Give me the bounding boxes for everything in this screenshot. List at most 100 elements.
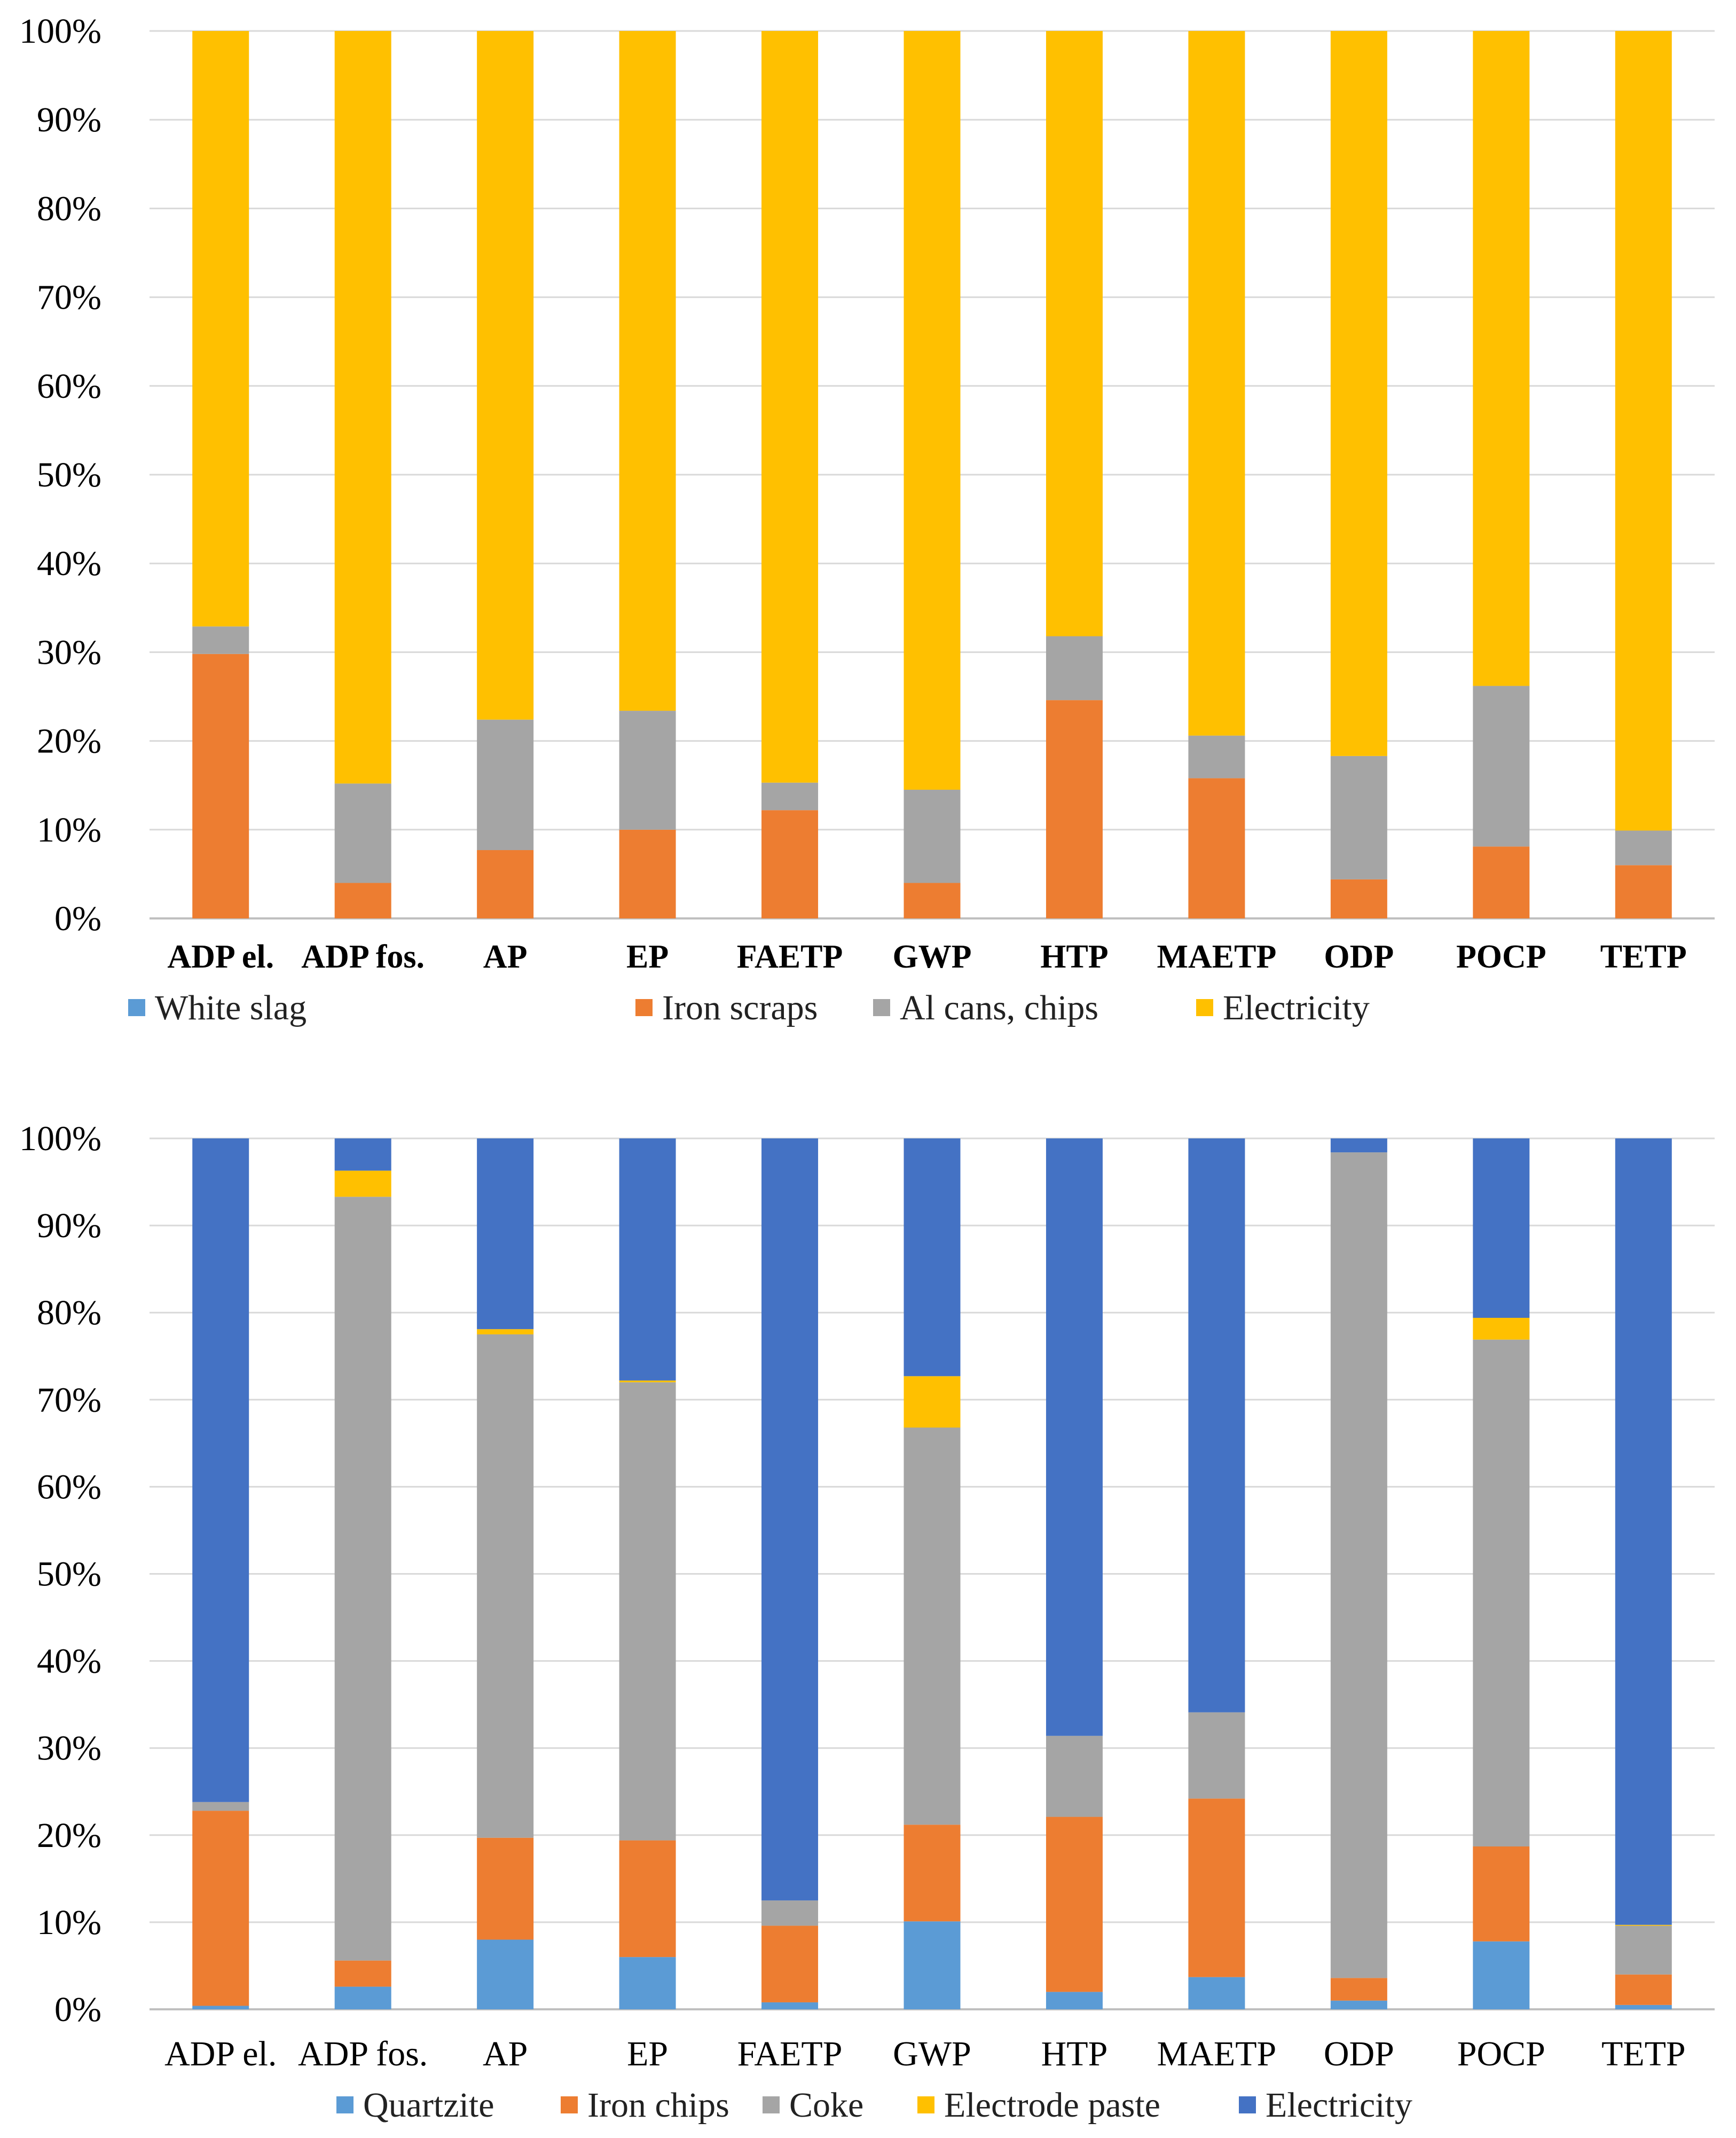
y-tick-label: 0%: [54, 1990, 101, 2029]
legend-swatch: [1239, 2096, 1256, 2113]
x-tick-label: ODP: [1324, 2034, 1394, 2073]
bar-segment-tetp-quartzite: [1615, 2005, 1672, 2009]
legend-label: Iron scraps: [662, 988, 818, 1027]
y-tick-label: 10%: [37, 811, 101, 850]
bar-segment-faetp-quartzite: [761, 2002, 819, 2009]
x-tick-label: GWP: [893, 2034, 971, 2073]
y-tick-label: 80%: [37, 1293, 101, 1332]
bar-segment-adp-fos-iron-scraps: [334, 883, 391, 918]
x-tick-label: ADP fos.: [301, 939, 425, 975]
bar-segment-htp-al-cans-chips: [1046, 636, 1103, 701]
bar-segment-adp-fos-iron-chips: [334, 1960, 391, 1987]
bar-segment-odp-iron-scraps: [1330, 879, 1387, 918]
chart1-legend: White slag Iron scraps Al cans, chips Elect…: [128, 988, 1370, 1027]
legend-swatch: [561, 2096, 578, 2113]
x-tick-label: ODP: [1324, 939, 1394, 975]
bar-segment-odp-electricity: [1330, 1138, 1387, 1153]
bar-segment-ep-electricity: [619, 1138, 676, 1381]
bar-segment-adp-el-electricity: [192, 31, 249, 627]
y-tick-label: 100%: [19, 12, 101, 51]
bar-segment-pocp-quartzite: [1473, 1941, 1530, 2009]
bar-segment-adp-fos-quartzite: [334, 1986, 391, 2009]
bar-segment-pocp-iron-scraps: [1473, 846, 1530, 918]
bar-segment-faetp-al-cans-chips: [761, 782, 819, 811]
bar-segment-pocp-electricity: [1473, 1138, 1530, 1318]
bar-segment-odp-coke: [1330, 1152, 1387, 1978]
bar-segment-ep-iron-scraps: [619, 829, 676, 918]
bar-segment-ap-al-cans-chips: [477, 719, 534, 851]
bar-segment-ap-quartzite: [477, 1939, 534, 2009]
bar-segment-ap-electricity: [477, 31, 534, 720]
bar-segment-ap-electricity: [477, 1138, 534, 1330]
legend-swatch: [1196, 999, 1213, 1016]
legend-swatch: [763, 2096, 780, 2113]
x-tick-label: FAETP: [737, 939, 843, 975]
bar-segment-pocp-iron-chips: [1473, 1846, 1530, 1942]
y-tick-label: 40%: [37, 1642, 101, 1681]
bar-segment-adp-fos-electrode-paste: [334, 1170, 391, 1197]
legend-swatch: [917, 2096, 934, 2113]
chart-top-recycling-process: 0% 10% 20% 30% 40% 50% 60% 70% 80% 90% 100% ADP el…: [19, 12, 1715, 1027]
bar-segment-tetp-electricity: [1615, 1138, 1672, 1925]
chart1-bars: [192, 31, 1672, 918]
legend-swatch: [336, 2096, 354, 2113]
legend-item-quartzite: Quartzite: [336, 2086, 494, 2125]
bar-segment-ep-electrode-paste: [619, 1380, 676, 1382]
y-tick-label: 20%: [37, 722, 101, 761]
legend-item-white-slag: White slag: [128, 988, 307, 1027]
y-tick-label: 70%: [37, 278, 101, 317]
bar-segment-gwp-electricity: [904, 31, 961, 790]
legend-swatch: [873, 999, 890, 1016]
x-tick-label: AP: [483, 2034, 528, 2073]
chart2-y-axis: 0% 10% 20% 30% 40% 50% 60% 70% 80% 90% 100%: [19, 1119, 101, 2029]
y-tick-label: 20%: [37, 1816, 101, 1855]
legend-label: Electrode paste: [944, 2086, 1160, 2125]
legend-item-al-cans-chips: Al cans, chips: [873, 988, 1098, 1027]
bar-segment-adp-el-quartzite: [192, 2006, 249, 2009]
legend-item-electricity: Electricity: [1196, 988, 1370, 1027]
bar-segment-htp-electricity: [1046, 31, 1103, 636]
x-tick-label: MAETP: [1157, 2034, 1277, 2073]
y-tick-label: 70%: [37, 1380, 101, 1419]
y-tick-label: 100%: [19, 1119, 101, 1158]
chart2-legend: Quartzite Iron chips Coke Electrode paste El…: [336, 2086, 1412, 2125]
bar-segment-adp-el-coke: [192, 1802, 249, 1811]
bar-segment-faetp-iron-scraps: [761, 810, 819, 918]
legend-label: Electricity: [1223, 988, 1370, 1027]
x-tick-label: AP: [483, 939, 528, 975]
legend-item-iron-scraps: Iron scraps: [635, 988, 818, 1027]
bar-segment-ap-iron-scraps: [477, 850, 534, 918]
legend-swatch: [635, 999, 653, 1016]
bar-segment-ep-al-cans-chips: [619, 711, 676, 830]
y-tick-label: 0%: [54, 899, 101, 938]
y-tick-label: 30%: [37, 633, 101, 672]
bar-segment-adp-el-electricity: [192, 1138, 249, 1802]
bar-segment-ep-quartzite: [619, 1957, 676, 2009]
y-tick-label: 60%: [37, 1467, 101, 1506]
x-tick-label: POCP: [1456, 939, 1546, 975]
bar-segment-htp-iron-chips: [1046, 1817, 1103, 1992]
chart1-x-axis: ADP el. ADP fos. AP EP FAETP GWP HTP MAETP ODP PO…: [167, 939, 1686, 975]
bar-segment-maetp-electricity: [1188, 1138, 1245, 1712]
bar-segment-gwp-quartzite: [904, 1921, 961, 2009]
x-tick-label: TETP: [1600, 939, 1687, 975]
x-tick-label: POCP: [1457, 2034, 1545, 2073]
bar-segment-tetp-electrode-paste: [1615, 1924, 1672, 1926]
bar-segment-gwp-iron-chips: [904, 1825, 961, 1922]
bar-segment-gwp-al-cans-chips: [904, 790, 961, 883]
bar-segment-adp-fos-electricity: [334, 1138, 391, 1171]
y-tick-label: 50%: [37, 1555, 101, 1594]
y-tick-label: 80%: [37, 189, 101, 228]
bar-segment-adp-fos-al-cans-chips: [334, 783, 391, 883]
y-tick-label: 50%: [37, 455, 101, 494]
bar-segment-adp-el-iron-scraps: [192, 654, 249, 918]
bar-segment-odp-iron-chips: [1330, 1978, 1387, 2001]
bar-segment-pocp-electrode-paste: [1473, 1317, 1530, 1340]
bar-segment-ep-coke: [619, 1382, 676, 1841]
legend-label: Electricity: [1266, 2086, 1412, 2125]
bar-segment-adp-fos-electricity: [334, 31, 391, 784]
legend-label: Al cans, chips: [900, 988, 1098, 1027]
bar-segment-faetp-electricity: [761, 1138, 819, 1901]
bar-segment-ap-coke: [477, 1334, 534, 1838]
